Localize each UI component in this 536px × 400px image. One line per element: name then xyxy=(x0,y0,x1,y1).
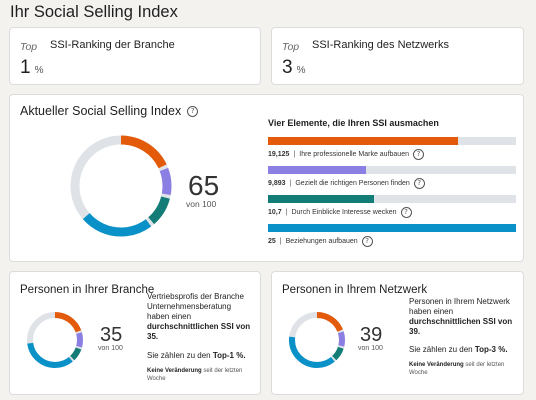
network-donut-segment-people xyxy=(289,312,345,368)
network-top-text: Sie zählen zu den Top-3 %. xyxy=(409,345,508,354)
ssi-card: Aktueller Social Selling Index ? 65 von … xyxy=(9,94,524,262)
industry-rank-unit: % xyxy=(34,65,44,76)
industry-rank-value-row: 1% xyxy=(20,57,43,79)
ssi-title: Aktueller Social Selling Index xyxy=(20,104,182,118)
help-icon[interactable]: ? xyxy=(361,236,373,247)
brand-bar-fill xyxy=(268,137,458,145)
ssi-score-max: von 100 xyxy=(186,199,217,209)
industry-title: Personen in Ihrer Branche xyxy=(20,284,155,296)
people-bar-fill xyxy=(268,166,367,174)
network-rank-card: Top SSI-Ranking des Netzwerks 3% xyxy=(271,27,524,85)
help-icon[interactable]: ? xyxy=(413,178,425,189)
industry-rank-top-label: Top xyxy=(20,41,38,53)
help-icon[interactable]: ? xyxy=(412,149,424,160)
industry-donut-segment-relationships xyxy=(27,312,83,368)
industry-rank-value: 1 xyxy=(20,57,31,78)
network-score-max: von 100 xyxy=(358,345,383,352)
network-rank-value: 3 xyxy=(282,57,293,78)
network-description: Personen in Ihrem Netzwerk haben einen d… xyxy=(409,297,513,336)
people-label: Gezielt die richtigen Personen finden xyxy=(295,180,410,187)
relationships-value: 25 xyxy=(268,238,276,245)
insights-value: 10,7 xyxy=(268,209,282,216)
network-donut-segment-relationships xyxy=(289,312,345,368)
network-donut-segment-brand xyxy=(289,312,345,368)
page-title: Ihr Social Selling Index xyxy=(10,3,178,21)
relationships-bar-label: 25 | Beziehungen aufbauen? xyxy=(268,236,373,247)
insights-bar-label: 10,7 | Durch Einblicke Interesse wecken? xyxy=(268,207,412,218)
ssi-score: 65 xyxy=(188,170,220,201)
ssi-donut-segment-brand xyxy=(70,135,172,237)
industry-change-note: Keine Veränderung seit der letzten Woche xyxy=(147,368,243,382)
industry-rank-label: SSI-Ranking der Branche xyxy=(50,39,175,51)
brand-label: Ihre professionelle Marke aufbauen xyxy=(299,151,409,158)
insights-bar-fill xyxy=(268,195,375,203)
people-bar-track xyxy=(268,166,516,174)
industry-donut-segment-people xyxy=(27,312,83,368)
industry-description: Vertriebsprofis der Branche Unternehmens… xyxy=(147,292,251,341)
network-change-note: Keine Veränderung seit der letzten Woche xyxy=(409,362,505,376)
brand-bar-label: 19,125 | Ihre professionelle Marke aufbaue… xyxy=(268,149,424,160)
network-score: 39 xyxy=(360,324,383,346)
industry-donut xyxy=(27,312,83,368)
network-card: Personen in Ihrem Netzwerk 39 von 100 Pe… xyxy=(271,271,524,395)
network-donut xyxy=(289,312,345,368)
industry-top-text: Sie zählen zu den Top-1 %. xyxy=(147,351,246,360)
help-icon[interactable]: ? xyxy=(187,105,199,117)
insights-bar-track xyxy=(268,195,516,203)
network-rank-top-label: Top xyxy=(282,41,300,53)
ssi-title-row: Aktueller Social Selling Index ? xyxy=(20,104,199,118)
people-bar-label: 9,893 | Gezielt die richtigen Personen fin… xyxy=(268,178,425,189)
people-value: 9,893 xyxy=(268,180,286,187)
relationships-bar-track xyxy=(268,224,516,232)
relationships-bar-fill xyxy=(268,224,516,232)
network-rank-value-row: 3% xyxy=(282,57,305,79)
industry-rank-card: Top SSI-Ranking der Branche 1% xyxy=(9,27,261,85)
network-rank-unit: % xyxy=(296,65,306,76)
industry-score-max: von 100 xyxy=(98,345,123,352)
insights-label: Durch Einblicke Interesse wecken xyxy=(291,209,397,216)
ssi-donut-segment-people xyxy=(70,135,172,237)
industry-score: 35 xyxy=(100,324,123,346)
industry-donut-segment-brand xyxy=(27,312,83,368)
relationships-label: Beziehungen aufbauen xyxy=(285,238,358,245)
brand-bar-track xyxy=(268,137,516,145)
ssi-donut xyxy=(70,135,172,237)
help-icon[interactable]: ? xyxy=(400,207,412,218)
ssi-donut-segment-relationships xyxy=(70,135,172,237)
industry-card: Personen in Ihrer Branche 35 von 100 Ver… xyxy=(9,271,261,395)
elements-title: Vier Elemente, die Ihren SSI ausmachen xyxy=(268,118,439,128)
brand-value: 19,125 xyxy=(268,151,290,158)
network-rank-label: SSI-Ranking des Netzwerks xyxy=(312,39,449,51)
network-title: Personen in Ihrem Netzwerk xyxy=(282,284,428,296)
